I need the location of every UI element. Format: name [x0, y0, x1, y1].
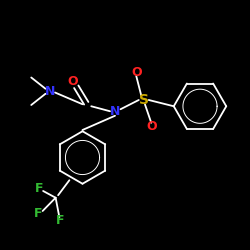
Text: F: F: [34, 208, 42, 220]
Text: N: N: [110, 105, 120, 118]
Text: O: O: [131, 66, 141, 79]
Text: N: N: [45, 85, 55, 98]
Text: S: S: [139, 93, 149, 107]
Text: O: O: [67, 75, 78, 88]
Text: F: F: [56, 214, 65, 227]
Text: F: F: [35, 182, 43, 196]
Text: O: O: [146, 120, 156, 133]
